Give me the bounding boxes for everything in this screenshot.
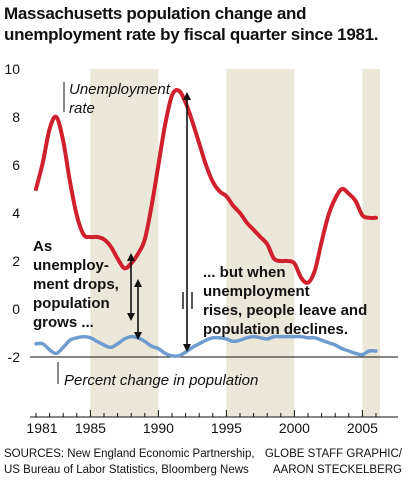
shaded-period-2 [362,69,381,417]
annotation-right-line-4: population declines. [203,321,348,338]
unemployment-label-line-1: Unemployment [69,81,171,98]
annotation-left-line-2: unemploy- [33,257,109,274]
annotation-left-line-4: population [33,295,110,312]
annotation-left-line-1: As [33,238,52,255]
credit-line-2: AARON STECKELBERG [272,464,402,476]
annotation-arrows [127,92,193,352]
credit-note: GLOBE STAFF GRAPHIC/ AARON STECKELBERG [262,446,402,478]
population-label: Percent change in population [64,372,258,389]
shaded-period-0 [90,69,159,417]
x-tick-label: 1985 [75,420,106,436]
chart-labels: Unemployment rate Percent change in popula… [33,81,367,389]
annotation-left-line-3: ment drops, [33,276,119,293]
annotation-right-line-2: unemployment [203,283,310,300]
population-change-line [34,334,378,358]
y-tick-label: 6 [12,157,20,173]
annotation-right-line-3: rises, people leave and [203,302,367,319]
x-tick-label: 1990 [143,420,174,436]
x-tick-label: 1995 [211,420,242,436]
credit-line-1: GLOBE STAFF GRAPHIC/ [264,448,402,460]
y-axis: 10 8 6 4 2 0 -2 [4,61,398,365]
unemployment-label-line-2: rate [69,100,95,117]
y-tick-label: 2 [12,253,20,269]
x-tick-label: 2005 [347,420,378,436]
y-tick-label: 8 [12,109,20,125]
line-chart: 10 8 6 4 2 0 -2 1981 1985 1990 1995 2000 2005 Unemp… [4,61,398,436]
chart-title: Massachusetts population change and unem… [4,4,379,44]
shaded-periods [90,69,381,417]
x-tick-label: 2000 [279,420,310,436]
y-tick-label: 4 [12,205,20,221]
sources-line-1: SOURCES: New England Economic Partnershi… [4,448,255,460]
unemployment-rate-line [34,88,378,285]
y-tick-label: 10 [4,61,20,77]
shaded-period-1 [226,69,295,417]
sources-note: SOURCES: New England Economic Partnershi… [4,446,264,478]
annotation-left-line-5: grows ... [33,314,94,331]
y-tick-label: 0 [12,301,20,317]
x-tick-label: 1981 [26,420,57,436]
annotation-right-line-1: ... but when [203,264,286,281]
y-tick-label: -2 [8,349,21,365]
sources-line-2: US Bureau of Labor Statistics, Bloomberg… [4,464,249,476]
x-axis: 1981 1985 1990 1995 2000 2005 [26,410,398,436]
series-lines [34,88,378,358]
